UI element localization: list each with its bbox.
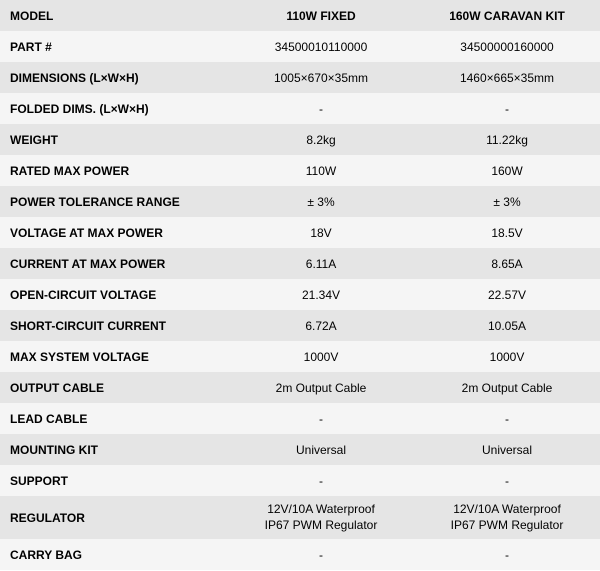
spec-value-col2: 10.05A (414, 310, 600, 341)
spec-label: CURRENT AT MAX POWER (0, 248, 228, 279)
spec-value-col2: 12V/10A WaterproofIP67 PWM Regulator (414, 496, 600, 539)
spec-value-col1: 2m Output Cable (228, 372, 414, 403)
spec-label: MOUNTING KIT (0, 434, 228, 465)
spec-value-col1: - (228, 539, 414, 570)
spec-value-col2: 11.22kg (414, 124, 600, 155)
table-row: VOLTAGE AT MAX POWER18V18.5V (0, 217, 600, 248)
spec-value-col1: - (228, 403, 414, 434)
table-row: WEIGHT8.2kg11.22kg (0, 124, 600, 155)
spec-value-col2: Universal (414, 434, 600, 465)
spec-table: MODEL110W FIXED160W CARAVAN KITPART #345… (0, 0, 600, 570)
spec-label: SHORT-CIRCUIT CURRENT (0, 310, 228, 341)
table-row: SUPPORT-- (0, 465, 600, 496)
spec-label: SUPPORT (0, 465, 228, 496)
spec-value-col2: - (414, 465, 600, 496)
table-row: POWER TOLERANCE RANGE± 3%± 3% (0, 186, 600, 217)
table-row: REGULATOR12V/10A WaterproofIP67 PWM Regu… (0, 496, 600, 539)
spec-label: OPEN-CIRCUIT VOLTAGE (0, 279, 228, 310)
table-row: MODEL110W FIXED160W CARAVAN KIT (0, 0, 600, 31)
spec-value-col1: 6.11A (228, 248, 414, 279)
table-row: DIMENSIONS (L×W×H)1005×670×35mm1460×665×… (0, 62, 600, 93)
spec-value-col2: ± 3% (414, 186, 600, 217)
spec-value-col2: 8.65A (414, 248, 600, 279)
spec-value-col1: - (228, 93, 414, 124)
spec-value-col2: 1000V (414, 341, 600, 372)
spec-value-col1: ± 3% (228, 186, 414, 217)
spec-value-col2: 2m Output Cable (414, 372, 600, 403)
spec-label: WEIGHT (0, 124, 228, 155)
spec-label: LEAD CABLE (0, 403, 228, 434)
spec-value-col1: 110W FIXED (228, 0, 414, 31)
table-row: FOLDED DIMS. (L×W×H)-- (0, 93, 600, 124)
spec-value-col1: 12V/10A WaterproofIP67 PWM Regulator (228, 496, 414, 539)
spec-label: OUTPUT CABLE (0, 372, 228, 403)
spec-label: RATED MAX POWER (0, 155, 228, 186)
spec-value-col1: 6.72A (228, 310, 414, 341)
table-row: OPEN-CIRCUIT VOLTAGE21.34V22.57V (0, 279, 600, 310)
spec-value-col2: 160W CARAVAN KIT (414, 0, 600, 31)
spec-label: CARRY BAG (0, 539, 228, 570)
table-row: MAX SYSTEM VOLTAGE1000V1000V (0, 341, 600, 372)
spec-value-col2: 1460×665×35mm (414, 62, 600, 93)
table-row: MOUNTING KITUniversalUniversal (0, 434, 600, 465)
table-row: RATED MAX POWER110W160W (0, 155, 600, 186)
spec-value-col1: - (228, 465, 414, 496)
spec-value-col1: 1005×670×35mm (228, 62, 414, 93)
spec-value-col1: 8.2kg (228, 124, 414, 155)
spec-label: PART # (0, 31, 228, 62)
spec-value-col2: 18.5V (414, 217, 600, 248)
spec-label: MODEL (0, 0, 228, 31)
spec-value-col2: - (414, 539, 600, 570)
spec-label: FOLDED DIMS. (L×W×H) (0, 93, 228, 124)
spec-label: MAX SYSTEM VOLTAGE (0, 341, 228, 372)
table-row: CURRENT AT MAX POWER6.11A8.65A (0, 248, 600, 279)
spec-value-col1: 110W (228, 155, 414, 186)
spec-value-col2: 34500000160000 (414, 31, 600, 62)
table-row: LEAD CABLE-- (0, 403, 600, 434)
table-row: OUTPUT CABLE2m Output Cable2m Output Cab… (0, 372, 600, 403)
spec-label: VOLTAGE AT MAX POWER (0, 217, 228, 248)
spec-value-col2: - (414, 403, 600, 434)
spec-label: POWER TOLERANCE RANGE (0, 186, 228, 217)
spec-label: DIMENSIONS (L×W×H) (0, 62, 228, 93)
table-row: SHORT-CIRCUIT CURRENT6.72A10.05A (0, 310, 600, 341)
spec-table-body: MODEL110W FIXED160W CARAVAN KITPART #345… (0, 0, 600, 570)
spec-value-col1: 1000V (228, 341, 414, 372)
spec-value-col2: - (414, 93, 600, 124)
spec-value-col1: 21.34V (228, 279, 414, 310)
spec-value-col2: 160W (414, 155, 600, 186)
spec-value-col1: Universal (228, 434, 414, 465)
spec-value-col1: 34500010110000 (228, 31, 414, 62)
table-row: CARRY BAG-- (0, 539, 600, 570)
spec-value-col1: 18V (228, 217, 414, 248)
spec-label: REGULATOR (0, 496, 228, 539)
table-row: PART #3450001011000034500000160000 (0, 31, 600, 62)
spec-value-col2: 22.57V (414, 279, 600, 310)
